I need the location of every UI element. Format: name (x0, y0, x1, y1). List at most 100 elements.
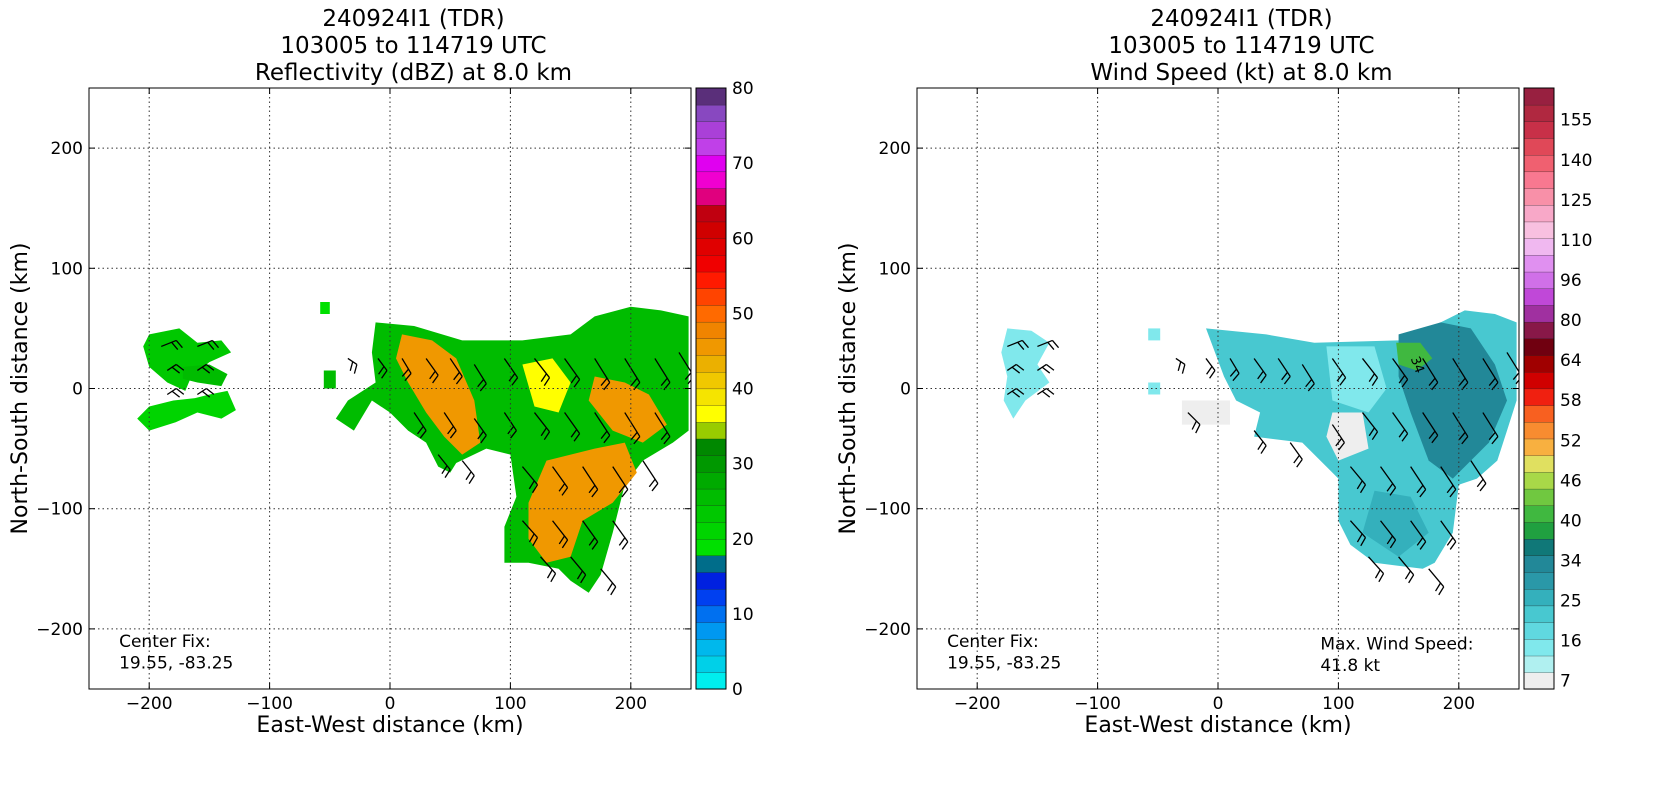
colorbar-frame (1523, 87, 1555, 690)
colorbar-swatch (1523, 304, 1555, 323)
colorbar-swatch (695, 104, 727, 122)
echo-region-speck-2 (1148, 382, 1161, 395)
wind-barb (413, 412, 427, 439)
colorbar-tick-label: 40 (1560, 511, 1582, 531)
wind-barb (540, 556, 557, 583)
colorbar-swatch (695, 87, 727, 106)
colorbar-swatch (1523, 471, 1555, 490)
wind-barb (196, 363, 215, 374)
x-axis-label: East-West distance (km) (256, 713, 523, 738)
colorbar-swatch (695, 288, 727, 306)
wind-barb (473, 418, 487, 444)
echo-region-core-3 (588, 376, 667, 443)
x-tick-label: 0 (1213, 694, 1224, 714)
annotation-text: 41.8 kt (1320, 656, 1380, 676)
colorbar-swatch (1523, 555, 1555, 573)
echo-region-core-2 (528, 442, 637, 563)
echo-region-main-echo (335, 306, 689, 593)
colorbar-swatch (1523, 354, 1555, 373)
x-tick-label: 100 (1322, 694, 1354, 714)
wind-barb (1229, 358, 1240, 382)
wind-barb (1482, 412, 1499, 445)
colorbar-swatch (1523, 371, 1555, 390)
wind-barb (552, 466, 569, 496)
colorbar-swatch (695, 405, 727, 423)
colorbar-tick-label: 80 (1560, 311, 1582, 331)
colorbar-swatch (695, 488, 727, 506)
colorbar-tick-label: 80 (732, 79, 754, 99)
colorbar-swatch (1523, 488, 1555, 506)
colorbar-tick-label: 34 (1560, 551, 1582, 571)
colorbar-swatch (1523, 254, 1555, 273)
wind-barb (612, 520, 629, 550)
colorbar-tick-label: 64 (1560, 351, 1582, 371)
echo-region-inner-1 (1326, 346, 1387, 413)
colorbar-swatch (695, 672, 727, 690)
colorbar-swatch (1523, 238, 1555, 256)
x-tick-label: 0 (385, 694, 396, 714)
colorbar-swatch (1523, 154, 1555, 173)
annotation-text: 19.55, -83.25 (947, 654, 1061, 674)
wind-barb (1253, 430, 1267, 454)
wind-barb (1440, 466, 1457, 498)
colorbar-swatch (1523, 221, 1555, 239)
colorbar-swatch (1523, 672, 1555, 690)
colorbar-swatch (1523, 171, 1555, 189)
wind-barb (1368, 556, 1385, 583)
colorbar-tick-label: 110 (1560, 231, 1592, 251)
colorbar-swatch (695, 137, 727, 156)
colorbar-swatch (695, 655, 727, 673)
x-tick-label: 200 (1443, 694, 1475, 714)
wind-barb (166, 387, 185, 398)
colorbar-frame (695, 87, 727, 690)
wind-barb (582, 520, 599, 550)
y-tick-label: −200 (36, 620, 83, 640)
wind-barb (1482, 358, 1499, 391)
wind-barb (197, 339, 220, 350)
wind-barb (1331, 424, 1345, 451)
wind-barb (1301, 364, 1315, 392)
wind-barb (564, 358, 581, 388)
y-tick-label: 0 (72, 380, 83, 400)
y-tick-label: −100 (36, 500, 83, 520)
wind-barb (166, 363, 185, 374)
x-tick-label: −100 (246, 694, 293, 714)
colorbar-tick-label: 16 (1560, 632, 1582, 652)
wind-barb (160, 339, 183, 350)
echo-region-speck-1 (320, 302, 330, 314)
chart-title-line-1: 240924I1 (TDR) (322, 6, 505, 32)
wind-barb (564, 412, 581, 442)
wind-barb (1187, 412, 1201, 434)
plot-data-group (1001, 310, 1519, 596)
colorbar-swatch (695, 388, 727, 406)
colorbar-swatch (1523, 321, 1555, 339)
colorbar-tick-label: 58 (1560, 391, 1582, 411)
wind-barb (1037, 339, 1060, 350)
colorbar-swatch (1523, 421, 1555, 440)
wind-barb (503, 358, 519, 386)
annotation-text: Max. Wind Speed: (1320, 634, 1473, 654)
wind-barb (1205, 358, 1216, 379)
y-axis-label: North-South distance (km) (836, 243, 861, 535)
colorbar-swatch (695, 371, 727, 390)
colorbar-swatch (1523, 638, 1555, 657)
colorbar-swatch (695, 438, 727, 456)
x-tick-label: 200 (615, 694, 647, 714)
colorbar-swatch (1523, 188, 1555, 206)
colorbar-swatch (1523, 455, 1555, 473)
wind-barb (449, 358, 463, 385)
colorbar-tick-label: 70 (732, 154, 754, 174)
colorbar-swatch (695, 622, 727, 640)
colorbar-swatch (1523, 588, 1555, 607)
colorbar-tick-label: 52 (1560, 431, 1582, 451)
colorbar-swatch (695, 238, 727, 256)
wind-barb (533, 412, 551, 441)
colorbar-swatch (1523, 338, 1555, 356)
colorbar-tick-label: 46 (1560, 471, 1582, 491)
colorbar-swatch (695, 338, 727, 356)
colorbar-swatch (695, 171, 727, 189)
y-tick-label: −100 (864, 500, 911, 520)
y-tick-label: 200 (879, 139, 911, 159)
wind-barb (196, 387, 215, 398)
colorbar-swatch (1523, 121, 1555, 139)
